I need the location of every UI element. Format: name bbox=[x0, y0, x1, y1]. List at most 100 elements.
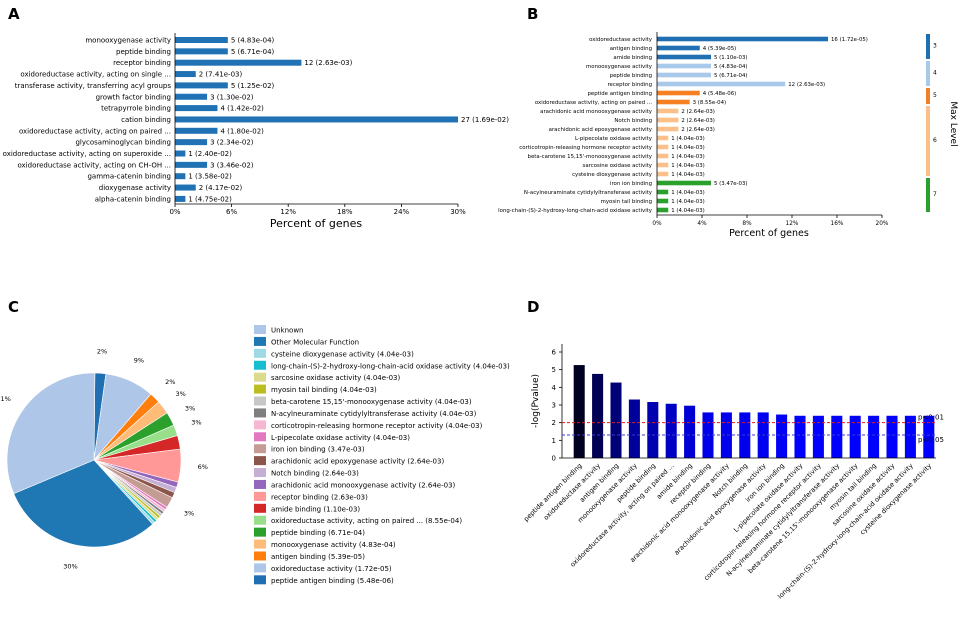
panel-d-bar bbox=[886, 415, 898, 458]
panel-b-x-ticks: 0% 4% 8% 12% 16% 20% bbox=[652, 215, 889, 227]
panel-b-bar bbox=[657, 36, 828, 42]
panel-a-bar bbox=[175, 184, 196, 191]
panel-c-legend-swatch bbox=[254, 420, 266, 430]
panel-a-bar-value-label: 4 (1.42e-02) bbox=[220, 105, 264, 113]
panel-b-bar-value-label: 5 (4.83e-04) bbox=[714, 64, 747, 70]
panel-d-bar bbox=[647, 401, 659, 458]
panel-a-bar-value-label: 27 (1.69e-02) bbox=[461, 116, 509, 124]
panel-b-category-label: beta-carotene 15,15'-monooxygenase activ… bbox=[528, 154, 653, 160]
panel-d-bar bbox=[628, 399, 640, 458]
panel-b-legend-swatch bbox=[926, 34, 930, 59]
panel-b-bar bbox=[657, 72, 711, 78]
panel-b-max-level-legend: 3 4 5 6 7 bbox=[926, 34, 937, 212]
panel-d-y-tick-label: 4 bbox=[552, 384, 557, 392]
panel-b-bar-value-label: 1 (4.04e-03) bbox=[671, 163, 704, 169]
panel-c-legend-label: myosin tail binding (4.04e-03) bbox=[271, 386, 377, 394]
panel-c-slice-labels: 2%9%2%3%3%3%6%3%30%31% bbox=[0, 347, 208, 570]
panel-c-legend-label: oxidoreductase activity, acting on paire… bbox=[271, 517, 462, 525]
panel-b-x-tick-label: 4% bbox=[697, 221, 707, 227]
panel-b-x-label: Percent of genes bbox=[729, 228, 809, 239]
panel-a-bar-value-label: 3 (3.46e-02) bbox=[210, 161, 254, 169]
panel-c-legend-swatch bbox=[254, 408, 266, 418]
panel-b-category-label: arachidonic acid epoxygenase activity bbox=[549, 127, 653, 133]
panel-a-category-label: peptide binding bbox=[116, 48, 171, 56]
panel-b-bar bbox=[657, 135, 669, 141]
panel-letter-d: D bbox=[527, 298, 539, 316]
panel-a-bar bbox=[175, 71, 196, 78]
panel-b-category-label: long-chain-(S)-2-hydroxy-long-chain-acid… bbox=[498, 208, 653, 214]
panel-c-legend-label: L-pipecolate oxidase activity (4.04e-03) bbox=[271, 434, 410, 442]
panel-b-bar bbox=[657, 126, 679, 132]
panel-c-slice-percent-label: 3% bbox=[191, 419, 201, 427]
panel-a-x-ticks: 0% 6% 12% 18% 24% 30% bbox=[169, 204, 466, 216]
panel-c-legend-swatch bbox=[254, 491, 266, 501]
panel-c-legend-swatch bbox=[254, 396, 266, 406]
panel-d-bar bbox=[592, 373, 604, 458]
panel-b-category-label: corticotropin-releasing hormone receptor… bbox=[519, 145, 653, 151]
panel-c-legend-swatch bbox=[254, 515, 266, 525]
panel-c-legend-swatch bbox=[254, 551, 266, 561]
panel-d-y-tick-label: 5 bbox=[552, 366, 556, 374]
panel-b-bar-value-label: 1 (4.04e-03) bbox=[671, 136, 704, 142]
panel-c-legend-swatch bbox=[254, 503, 266, 513]
panel-a-bar-value-label: 3 (2.34e-02) bbox=[210, 139, 254, 147]
panel-b-legend-level-label: 6 bbox=[933, 137, 937, 144]
panel-c-legend-swatch bbox=[254, 336, 266, 346]
panel-c-slice-percent-label: 6% bbox=[198, 463, 208, 471]
panel-c-legend-label: monooxygenase activity (4.83e-04) bbox=[271, 541, 396, 549]
panel-c-slice-percent-label: 2% bbox=[165, 378, 175, 386]
panel-b-category-label: Notch binding bbox=[614, 118, 652, 124]
panel-b-category-label: oxidoreductase activity, acting on paire… bbox=[535, 100, 652, 106]
panel-d-bar bbox=[794, 415, 806, 458]
panel-d-y-label: -log(Pvalue) bbox=[531, 374, 541, 428]
panel-b-legend-level-label: 7 bbox=[933, 191, 937, 198]
panel-d-y-tick-label: 3 bbox=[552, 402, 556, 410]
panel-b-legend-swatch bbox=[926, 178, 930, 212]
panel-a-x-tick-label: 0% bbox=[169, 208, 180, 216]
panel-b-bar bbox=[657, 171, 669, 177]
panel-b-bar-value-label: 1 (4.04e-03) bbox=[671, 145, 704, 151]
panel-b-bar-value-label: 16 (1.72e-05) bbox=[831, 37, 868, 43]
panel-a-bar-value-label: 5 (1.25e-02) bbox=[231, 82, 275, 90]
panel-c-legend-label: N-acylneuraminate cytidylyltransferase a… bbox=[271, 410, 477, 418]
panel-a-bar-value-label: 12 (2.63e-03) bbox=[304, 59, 352, 67]
panel-c-legend-label: peptide antigen binding (5.48e-06) bbox=[271, 577, 394, 585]
panel-a-bar bbox=[175, 161, 208, 168]
panel-a-category-label: tetrapyrrole binding bbox=[101, 105, 171, 113]
panel-a-x-tick-label: 12% bbox=[280, 208, 296, 216]
panel-b-category-label: peptide binding bbox=[610, 73, 652, 79]
panel-a-bar bbox=[175, 116, 458, 123]
panel-d-bar bbox=[776, 414, 788, 458]
panel-a-bar-value-label: 3 (1.30e-02) bbox=[210, 93, 254, 101]
panel-b-bar bbox=[657, 189, 669, 195]
panel-b-bar-value-label: 1 (4.04e-03) bbox=[671, 208, 704, 214]
panel-a-category-label: receptor binding bbox=[113, 59, 171, 67]
panel-b-category-label: oxidoreductase activity bbox=[589, 37, 653, 43]
panel-c-slices bbox=[6, 372, 182, 548]
panel-d-y-tick-label: 0 bbox=[552, 455, 556, 463]
panel-b-bar-value-label: 5 (3.47e-03) bbox=[714, 181, 747, 187]
panel-b-x-tick-label: 12% bbox=[786, 221, 799, 227]
panel-c-legend-swatch bbox=[254, 432, 266, 442]
panel-b-bar-value-label: 5 (1.10e-03) bbox=[714, 55, 747, 61]
panel-b-category-label: N-acylneuraminate cytidylyltransferase a… bbox=[524, 190, 653, 196]
panel-b-bar bbox=[657, 90, 700, 96]
panel-a-bar-value-label: 5 (6.71e-04) bbox=[231, 48, 275, 56]
panel-a-x-tick-label: 24% bbox=[394, 208, 410, 216]
panel-b-bar bbox=[657, 153, 669, 159]
panel-b-bar bbox=[657, 207, 669, 213]
panel-c-pie-slice bbox=[13, 459, 154, 548]
panel-b-category-label: arachidonic acid monooxygenase activity bbox=[540, 109, 653, 115]
panel-a-bar-value-label: 2 (4.17e-02) bbox=[199, 184, 243, 192]
panel-c-legend-label: iron ion binding (3.47e-03) bbox=[271, 446, 365, 454]
panel-a-bar bbox=[175, 195, 186, 202]
panel-c-pie-slice bbox=[6, 372, 96, 495]
panel-c-legend: Unknown Other Molecular Function cysteine … bbox=[254, 325, 510, 585]
panel-b-bar-value-label: 1 (4.04e-03) bbox=[671, 172, 704, 178]
panel-a-bar bbox=[175, 127, 218, 134]
panel-c-legend-label: oxidoreductase activity (1.72e-05) bbox=[271, 565, 392, 573]
panel-c-legend-label: beta-carotene 15,15'-monooxygenase activ… bbox=[271, 398, 472, 406]
panel-letter-c: C bbox=[8, 298, 19, 316]
panel-c-legend-label: corticotropin-releasing hormone receptor… bbox=[271, 422, 483, 430]
